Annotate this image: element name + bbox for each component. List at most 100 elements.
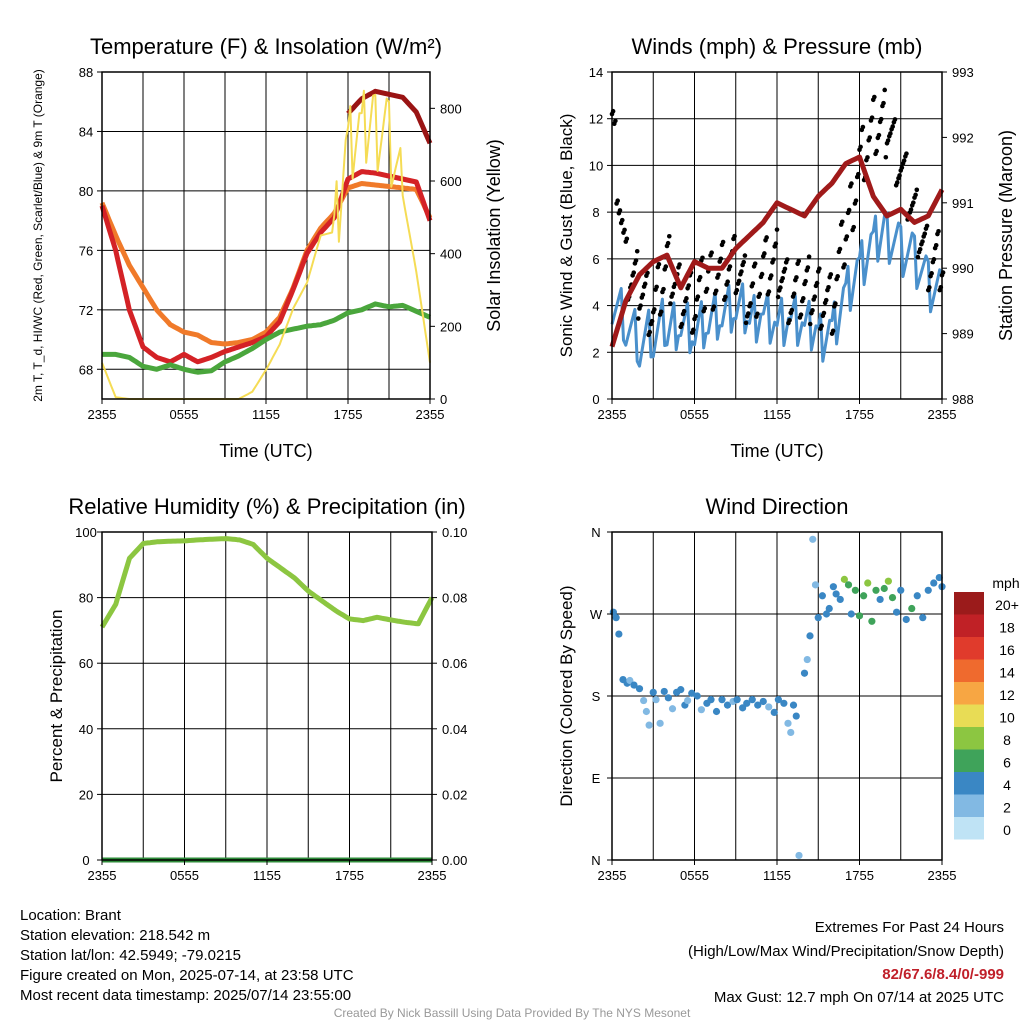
legend-label: 12: [999, 687, 1015, 703]
y-tick-label: 12: [589, 112, 603, 127]
gust-point: [789, 307, 795, 313]
legend-label: 18: [999, 620, 1015, 636]
y-axis-label: 2m T, T_d, HI/WC (Red, Green, Scarlet/Bl…: [31, 69, 45, 402]
direction-point: [668, 705, 677, 713]
y-tick-label: 100: [75, 525, 97, 540]
direction-point: [664, 694, 672, 702]
gust-point: [766, 289, 772, 294]
y-tick-label: 4: [592, 299, 599, 314]
y2-tick-label: 989: [952, 327, 974, 342]
direction-point: [809, 535, 817, 543]
direction-point: [872, 586, 880, 594]
gust-point: [865, 155, 870, 160]
y2-tick-label: 990: [952, 261, 974, 276]
y2-tick-label: 400: [440, 247, 462, 262]
direction-point: [723, 701, 732, 709]
gust-point: [725, 279, 730, 285]
gust-point: [681, 308, 687, 314]
y-tick-label: 14: [589, 65, 603, 80]
legend-label: 2: [1003, 800, 1011, 816]
gust-point: [634, 248, 640, 254]
direction-point: [832, 590, 840, 598]
direction-point: [844, 581, 853, 589]
legend-swatch: [954, 794, 984, 817]
gust-point: [774, 227, 780, 232]
y-axis-label: Sonic Wind & Gust (Blue, Black): [557, 114, 576, 358]
chart-panel-1: 2355 0555 1155 1755 2355 68 72 76 80 84 88 0 200 400 6…: [31, 34, 504, 461]
gust-point: [856, 171, 861, 177]
y-tick-label: N: [591, 525, 600, 540]
x-tick-label: 0555: [170, 868, 199, 883]
gust-point: [908, 207, 914, 212]
series-line-3: [101, 301, 431, 375]
gust-point: [867, 135, 873, 140]
direction-point: [924, 586, 932, 594]
direction-point: [739, 704, 747, 712]
legend-swatch: [954, 749, 984, 772]
legend-label: 8: [1003, 732, 1011, 748]
gust-point: [693, 313, 698, 319]
direction-point: [640, 696, 648, 705]
gust-point: [727, 264, 733, 269]
legend-swatch: [954, 637, 984, 660]
direction-point: [656, 719, 664, 727]
gust-point: [619, 217, 625, 223]
x-tick-label: 2355: [598, 407, 627, 422]
gust-point: [711, 304, 717, 310]
gust-point: [713, 288, 719, 294]
direction-point: [822, 610, 831, 618]
gust-point: [878, 116, 884, 122]
direction-point: [935, 573, 943, 582]
x-tick-label: 1755: [334, 407, 363, 422]
gust-point: [899, 165, 905, 170]
y2-tick-label: 0.08: [442, 591, 467, 606]
gust-point: [752, 261, 758, 266]
gust-point: [633, 258, 639, 263]
y-tick-label: 80: [79, 184, 93, 199]
gust-point: [613, 118, 618, 124]
y-tick-label: E: [592, 771, 601, 786]
gust-point: [652, 307, 657, 312]
gust-point: [773, 241, 779, 246]
y-tick-label: W: [590, 607, 603, 622]
x-tick-label: 2355: [416, 407, 445, 422]
gust-point: [666, 233, 672, 239]
gust-point: [817, 266, 822, 271]
gust-point: [796, 258, 802, 264]
legend-swatch: [954, 772, 984, 795]
gust-point: [869, 115, 875, 120]
y-tick-label: N: [591, 853, 600, 868]
chart-title: Temperature (F) & Insolation (W/m²): [90, 34, 442, 59]
x-tick-label: 1155: [253, 868, 281, 883]
gust-point: [764, 235, 769, 240]
x-tick-label: 1755: [845, 407, 874, 422]
legend-label: 10: [999, 710, 1015, 726]
gust-point: [742, 253, 748, 258]
gust-point: [812, 294, 818, 300]
direction-point: [851, 586, 859, 594]
gust-point: [911, 200, 916, 205]
direction-point: [612, 614, 620, 622]
chart-title: Relative Humidity (%) & Precipitation (i…: [68, 494, 465, 519]
gust-point: [821, 310, 827, 316]
gust-point: [759, 271, 765, 277]
gust-point: [775, 294, 781, 300]
gust-point: [647, 329, 653, 335]
series-line-4: [346, 88, 433, 145]
direction-point: [880, 584, 888, 593]
gust-point: [768, 273, 774, 278]
direction-point: [770, 708, 778, 717]
series-line-3: [609, 154, 945, 348]
gust-point: [839, 219, 845, 225]
x-tick-label: 0555: [680, 868, 709, 883]
direction-point: [789, 701, 798, 709]
gust-point: [642, 281, 648, 287]
direction-point: [759, 697, 767, 706]
chart-title: Wind Direction: [705, 494, 848, 519]
direction-point: [893, 608, 901, 616]
direction-point: [908, 604, 916, 613]
y-tick-label: S: [592, 689, 601, 704]
gust-point: [617, 208, 623, 213]
gust-point: [933, 242, 939, 248]
gust-point: [927, 285, 932, 290]
